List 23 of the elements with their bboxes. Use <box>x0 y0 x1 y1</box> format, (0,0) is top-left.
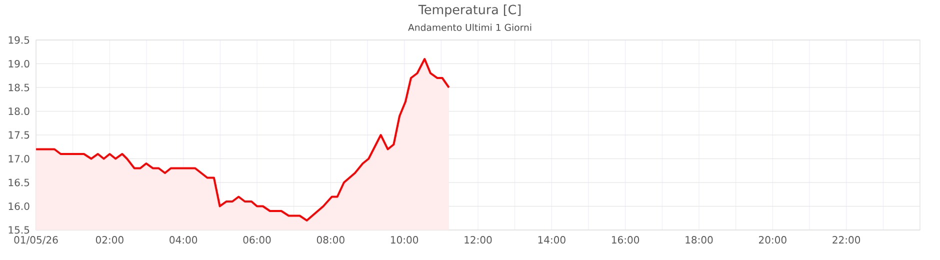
x-tick-label: 01/05/26 <box>14 236 58 244</box>
x-tick-label: 16:00 <box>612 236 640 244</box>
x-tick-label: 04:00 <box>170 236 198 244</box>
y-tick-label: 16.5 <box>8 178 30 186</box>
x-tick-label: 10:00 <box>391 236 418 244</box>
chart-title: Temperatura [C] <box>418 4 521 17</box>
y-tick-label: 19.5 <box>8 36 30 44</box>
x-tick-label: 02:00 <box>96 236 124 244</box>
y-tick-label: 15.5 <box>8 226 30 234</box>
x-tick-label: 12:00 <box>464 236 492 244</box>
y-tick-label: 18.0 <box>8 107 30 116</box>
x-tick-label: 06:00 <box>243 236 271 244</box>
x-tick-label: 22:00 <box>832 236 860 244</box>
chart-subtitle: Andamento Ultimi 1 Giorni <box>408 24 532 31</box>
y-tick-label: 19.0 <box>8 60 30 68</box>
y-tick-label: 16.0 <box>8 202 30 210</box>
y-tick-label: 17.5 <box>8 131 30 139</box>
x-tick-label: 18:00 <box>686 236 713 244</box>
y-tick-label: 18.5 <box>8 84 30 92</box>
y-tick-label: 17.0 <box>8 154 30 163</box>
x-tick-label: 14:00 <box>538 236 566 244</box>
x-tick-label: 08:00 <box>316 236 344 244</box>
x-tick-label: 20:00 <box>758 236 786 244</box>
